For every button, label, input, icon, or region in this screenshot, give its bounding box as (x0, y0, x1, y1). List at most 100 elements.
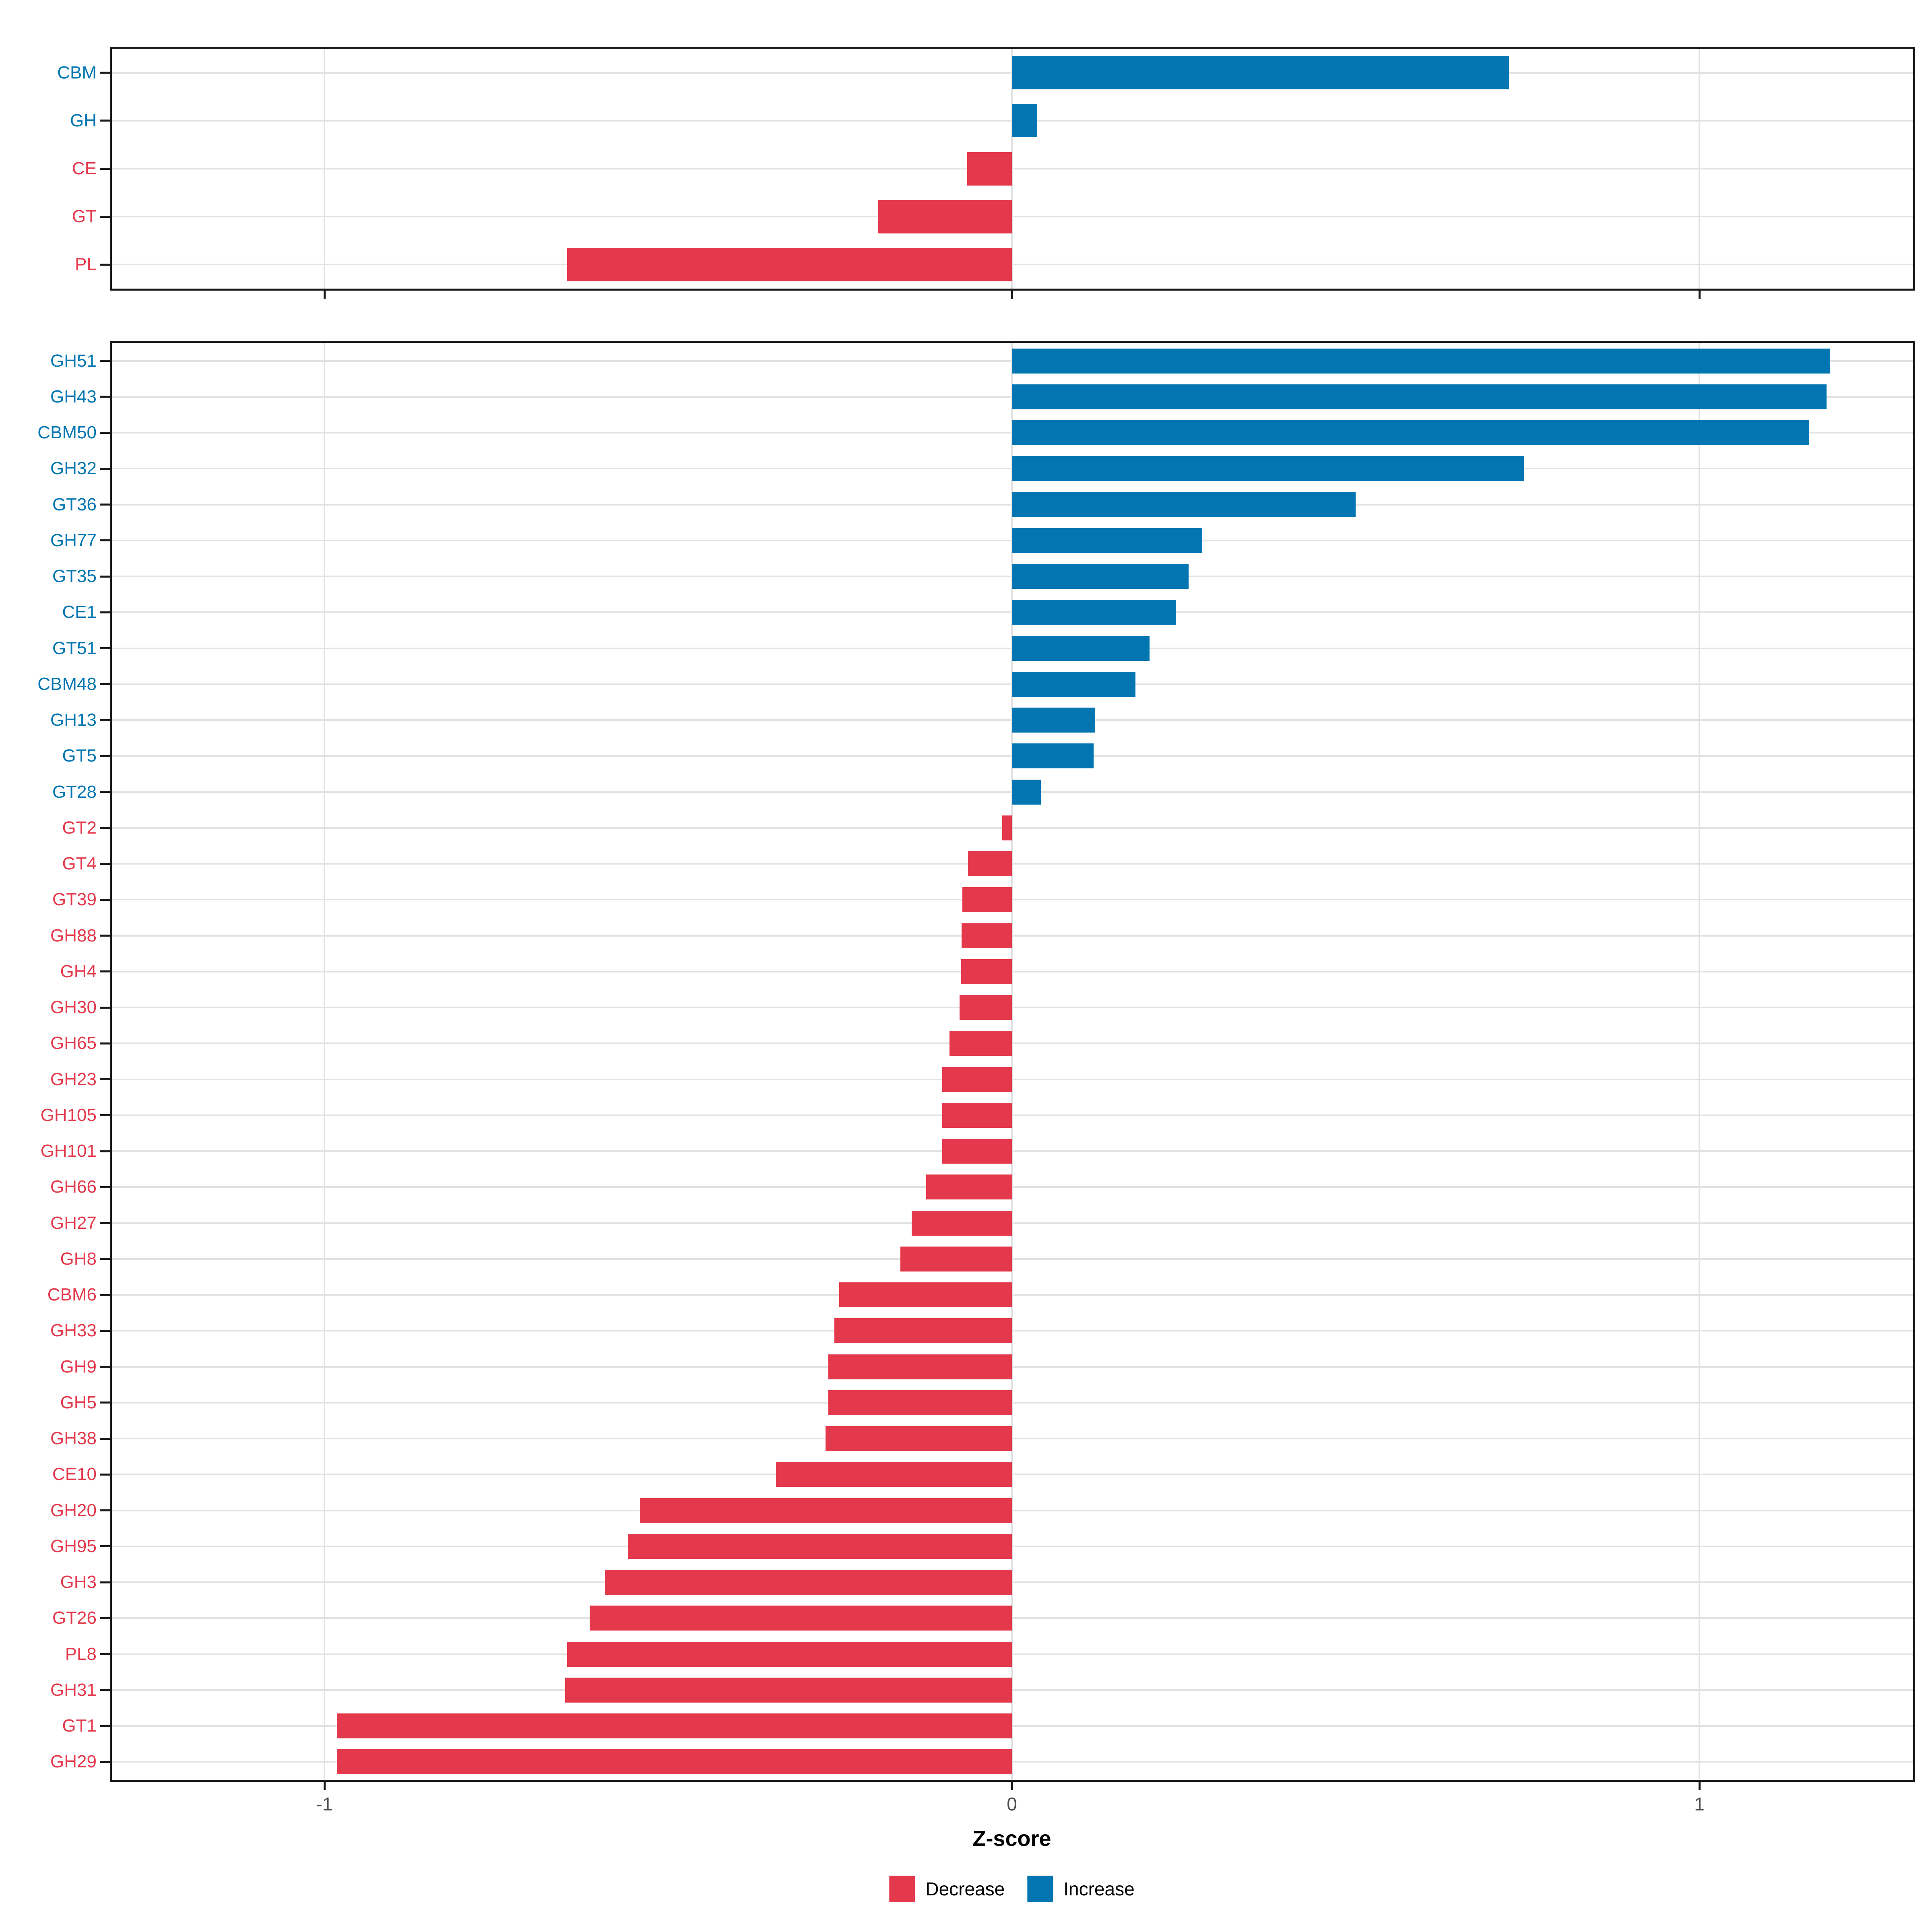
x-tick-1 (1698, 291, 1701, 299)
gridline-y-GT2 (112, 827, 1913, 829)
y-tick-GH3 (100, 1581, 110, 1583)
y-label-GT2: GT2 (62, 817, 97, 838)
gridline-y-CE (112, 168, 1913, 169)
y-tick-GH51 (100, 360, 110, 362)
legend: Decrease Increase (889, 1876, 1135, 1902)
bar-CE10 (776, 1462, 1012, 1487)
bar-CE (967, 152, 1012, 186)
y-label-GH9: GH9 (60, 1356, 97, 1377)
gridline-y-GH88 (112, 935, 1913, 937)
y-label-GT28: GT28 (52, 782, 97, 802)
gridline-y-GH95 (112, 1545, 1913, 1547)
bar-GH31 (565, 1678, 1012, 1703)
gridline-y-GH66 (112, 1186, 1913, 1188)
legend-swatch-decrease (889, 1876, 915, 1902)
gridline-y-GH27 (112, 1222, 1913, 1224)
gridline-y-CE10 (112, 1474, 1913, 1476)
y-tick-GH43 (100, 396, 110, 398)
bar-GH32 (1012, 456, 1524, 481)
x-tick-0 (1011, 291, 1013, 299)
x-tick--1 (323, 1782, 326, 1790)
bar-GH66 (926, 1174, 1012, 1199)
y-tick-GT35 (100, 575, 110, 578)
y-tick-CBM6 (100, 1294, 110, 1296)
gridline-y-GT (112, 216, 1913, 218)
x-tick-1 (1698, 1782, 1701, 1790)
y-tick-GH5 (100, 1402, 110, 1404)
bar-GH38 (826, 1426, 1012, 1451)
y-tick-GT51 (100, 647, 110, 650)
bar-GT4 (968, 851, 1012, 876)
y-label-CBM48: CBM48 (37, 674, 97, 694)
gridline-y-GH20 (112, 1509, 1913, 1511)
y-tick-GH29 (100, 1761, 110, 1763)
y-label-GT5: GT5 (62, 746, 97, 766)
y-tick-GH105 (100, 1114, 110, 1117)
bar-GH23 (942, 1067, 1012, 1092)
gridline-y-GH3 (112, 1581, 1913, 1583)
bar-CBM50 (1012, 420, 1809, 445)
gridline-y-GT39 (112, 899, 1913, 901)
bar-GH3 (605, 1570, 1012, 1595)
y-tick-CE1 (100, 611, 110, 613)
y-tick-PL (100, 263, 110, 266)
bar-GH9 (828, 1354, 1012, 1379)
bar-GT51 (1012, 636, 1150, 661)
gridline-y-GH29 (112, 1761, 1913, 1763)
y-label-GH30: GH30 (50, 997, 97, 1018)
bar-GH65 (949, 1031, 1012, 1056)
gridline-y-GH38 (112, 1438, 1913, 1440)
bar-PL (567, 248, 1012, 281)
y-tick-CBM (100, 72, 110, 74)
x-tick-label--1: -1 (316, 1794, 333, 1814)
legend-swatch-increase (1027, 1876, 1053, 1902)
y-label-GH: GH (70, 110, 97, 130)
x-axis-title: Z-score (972, 1827, 1051, 1851)
y-tick-CE (100, 167, 110, 170)
gridline-y-GT4 (112, 863, 1913, 865)
x-tick-label-0: 0 (1007, 1794, 1017, 1814)
y-label-GH5: GH5 (60, 1392, 97, 1412)
y-tick-CBM48 (100, 683, 110, 685)
y-label-GH38: GH38 (50, 1428, 97, 1449)
legend-item-increase: Increase (1027, 1876, 1135, 1902)
y-label-GH4: GH4 (60, 961, 97, 981)
gridline-y-GH9 (112, 1366, 1913, 1368)
bar-CE1 (1012, 600, 1176, 625)
gridline-y-GH4 (112, 970, 1913, 972)
y-tick-GH32 (100, 467, 110, 470)
bar-GH20 (640, 1498, 1012, 1523)
y-label-GH27: GH27 (50, 1213, 97, 1233)
plot-area (110, 341, 1915, 1782)
bar-GT1 (336, 1713, 1012, 1738)
bar-GT28 (1012, 780, 1041, 805)
y-tick-GH13 (100, 719, 110, 721)
gridline-y-GH30 (112, 1007, 1913, 1009)
gridline-x-1 (1699, 343, 1700, 1780)
bar-GH27 (911, 1211, 1012, 1236)
bar-CBM6 (839, 1282, 1012, 1307)
y-label-GH33: GH33 (50, 1321, 97, 1341)
gridline-y-PL (112, 264, 1913, 266)
y-tick-GH38 (100, 1437, 110, 1440)
gridline-y-GH33 (112, 1330, 1913, 1332)
y-label-GH29: GH29 (50, 1752, 97, 1772)
bar-GH4 (961, 959, 1012, 984)
bar-GH95 (628, 1534, 1012, 1559)
bar-GH43 (1012, 384, 1827, 409)
y-tick-GT28 (100, 791, 110, 793)
legend-label-increase: Increase (1063, 1878, 1135, 1899)
y-label-GH31: GH31 (50, 1680, 97, 1700)
gridline-y-GH101 (112, 1150, 1913, 1152)
y-tick-GH65 (100, 1042, 110, 1044)
y-tick-GT4 (100, 863, 110, 865)
bar-GH33 (834, 1318, 1012, 1343)
bar-GT5 (1012, 743, 1094, 768)
y-label-GH3: GH3 (60, 1572, 97, 1592)
y-label-CBM: CBM (57, 62, 97, 83)
gridline-y-GT26 (112, 1617, 1913, 1619)
y-label-GT26: GT26 (52, 1608, 97, 1628)
y-tick-CE10 (100, 1473, 110, 1476)
x-tick-0 (1011, 1782, 1013, 1790)
legend-item-decrease: Decrease (889, 1876, 1005, 1902)
